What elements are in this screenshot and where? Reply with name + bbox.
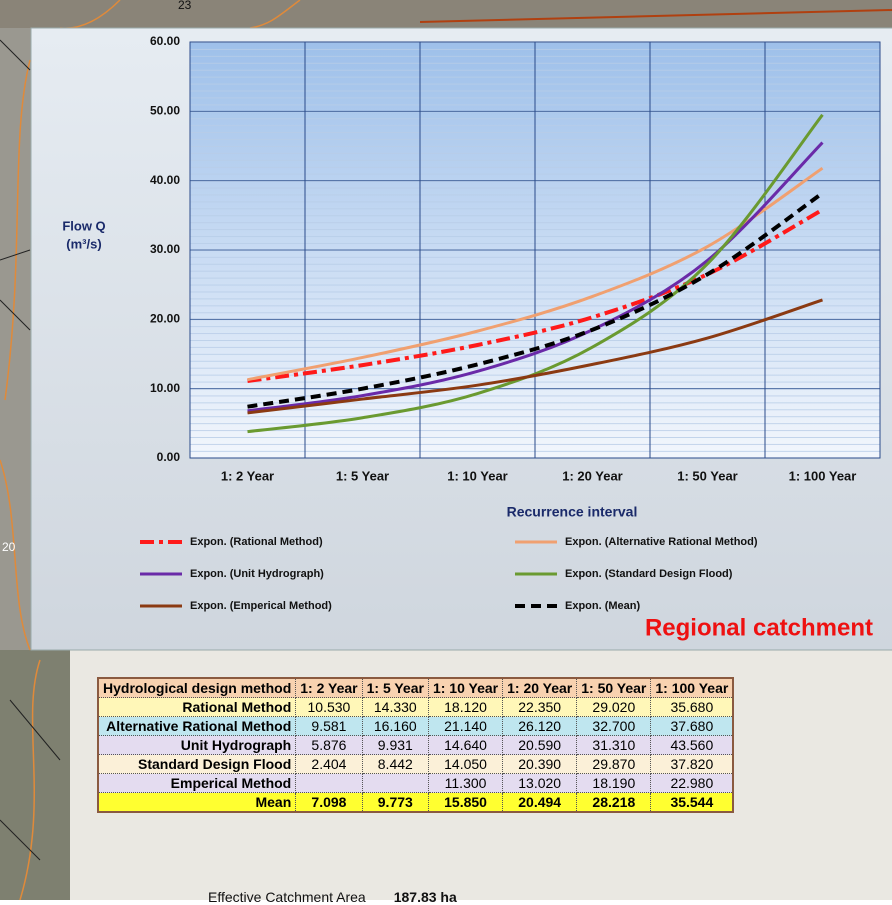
value-cell: 29.020 — [577, 698, 651, 717]
value-cell: 9.773 — [362, 793, 428, 813]
value-cell: 14.640 — [428, 736, 502, 755]
value-cell — [296, 774, 362, 793]
annotation: Regional catchment — [645, 614, 873, 641]
value-cell: 43.560 — [651, 736, 733, 755]
legend-label: Expon. (Emperical Method) — [190, 600, 332, 612]
x-tick-label: 1: 2 Year — [221, 468, 274, 483]
value-cell: 22.980 — [651, 774, 733, 793]
value-cell: 10.530 — [296, 698, 362, 717]
value-cell: 26.120 — [503, 717, 577, 736]
header-cell: 1: 5 Year — [362, 678, 428, 698]
footer-label: Effective Catchment Area — [208, 889, 366, 905]
value-cell: 22.350 — [503, 698, 577, 717]
value-cell: 14.330 — [362, 698, 428, 717]
chart: Recurrence interval Flow Q (m³/s) Region… — [0, 0, 892, 660]
value-cell: 29.870 — [577, 755, 651, 774]
value-cell: 20.494 — [503, 793, 577, 813]
value-cell: 37.680 — [651, 717, 733, 736]
value-cell: 37.820 — [651, 755, 733, 774]
value-cell: 2.404 — [296, 755, 362, 774]
y-tick-label: 50.00 — [150, 104, 180, 118]
footer: Effective Catchment Area 187.83 ha — [208, 889, 457, 905]
value-cell: 13.020 — [503, 774, 577, 793]
y-tick-label: 10.00 — [150, 381, 180, 395]
value-cell: 11.300 — [428, 774, 502, 793]
method-cell: Rational Method — [98, 698, 296, 717]
header-cell: 1: 100 Year — [651, 678, 733, 698]
value-cell: 32.700 — [577, 717, 651, 736]
legend-label: Expon. (Unit Hydrograph) — [190, 568, 324, 580]
value-cell: 5.876 — [296, 736, 362, 755]
value-cell: 35.544 — [651, 793, 733, 813]
method-cell: Mean — [98, 793, 296, 813]
y-axis-label: (m³/s) — [66, 236, 101, 251]
method-cell: Unit Hydrograph — [98, 736, 296, 755]
value-cell: 8.442 — [362, 755, 428, 774]
value-cell: 7.098 — [296, 793, 362, 813]
value-cell: 15.850 — [428, 793, 502, 813]
footer-value: 187.83 ha — [394, 889, 457, 905]
header-cell: 1: 2 Year — [296, 678, 362, 698]
method-cell: Emperical Method — [98, 774, 296, 793]
legend-label: Expon. (Standard Design Flood) — [565, 568, 733, 580]
value-cell: 35.680 — [651, 698, 733, 717]
value-cell: 21.140 — [428, 717, 502, 736]
x-tick-label: 1: 100 Year — [789, 468, 857, 483]
legend-label: Expon. (Mean) — [565, 600, 641, 612]
page: 23 20 Recurrence interval Flow Q (m³/s) … — [0, 0, 892, 900]
header-cell: 1: 20 Year — [503, 678, 577, 698]
method-cell: Alternative Rational Method — [98, 717, 296, 736]
legend-label: Expon. (Alternative Rational Method) — [565, 536, 758, 548]
y-axis-label: Flow Q — [62, 218, 105, 233]
value-cell: 14.050 — [428, 755, 502, 774]
value-cell: 18.190 — [577, 774, 651, 793]
legend-label: Expon. (Rational Method) — [190, 536, 323, 548]
method-cell: Standard Design Flood — [98, 755, 296, 774]
y-tick-label: 20.00 — [150, 312, 180, 326]
y-tick-label: 30.00 — [150, 242, 180, 256]
value-cell: 9.581 — [296, 717, 362, 736]
y-tick-label: 40.00 — [150, 173, 180, 187]
x-tick-label: 1: 10 Year — [447, 468, 507, 483]
value-cell — [362, 774, 428, 793]
x-tick-label: 1: 20 Year — [562, 468, 622, 483]
value-cell: 31.310 — [577, 736, 651, 755]
x-tick-label: 1: 5 Year — [336, 468, 389, 483]
y-tick-label: 60.00 — [150, 34, 180, 48]
value-cell: 16.160 — [362, 717, 428, 736]
value-cell: 20.390 — [503, 755, 577, 774]
value-cell: 28.218 — [577, 793, 651, 813]
x-tick-label: 1: 50 Year — [677, 468, 737, 483]
header-cell: 1: 50 Year — [577, 678, 651, 698]
x-axis-label: Recurrence interval — [507, 504, 638, 520]
header-cell: Hydrological design method — [98, 678, 296, 698]
value-cell: 18.120 — [428, 698, 502, 717]
y-tick-label: 0.00 — [157, 450, 181, 464]
value-cell: 9.931 — [362, 736, 428, 755]
header-cell: 1: 10 Year — [428, 678, 502, 698]
value-cell: 20.590 — [503, 736, 577, 755]
